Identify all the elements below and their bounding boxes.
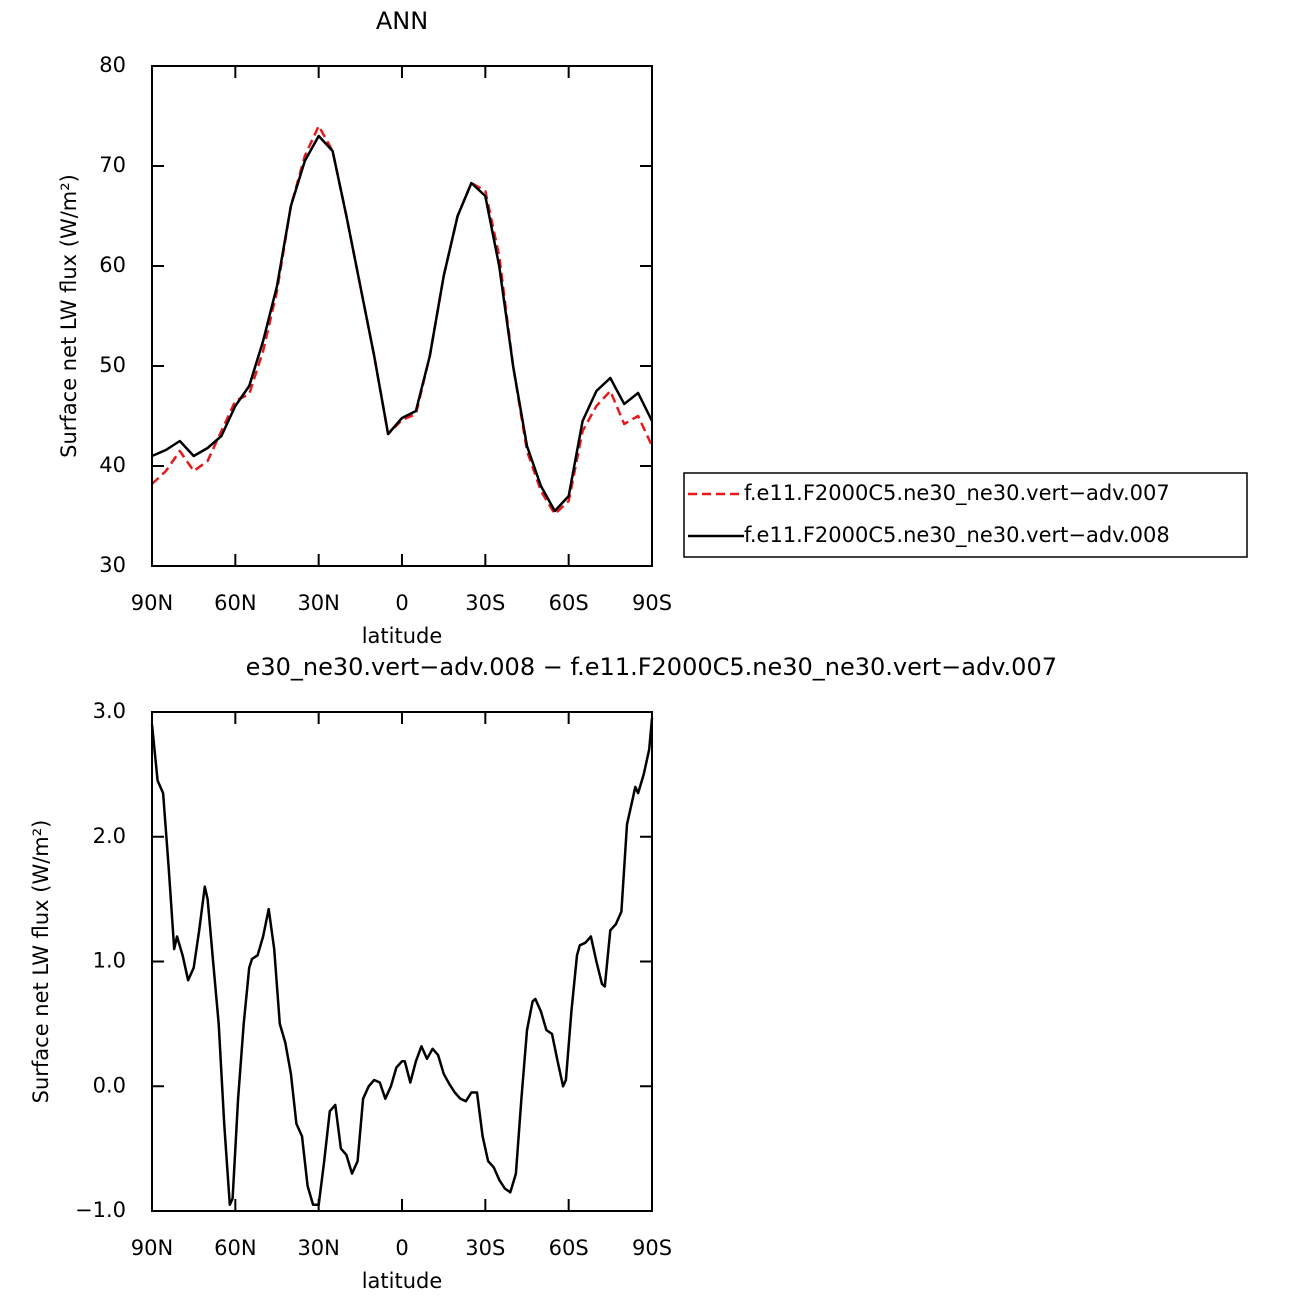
x-tick-label: 30N <box>297 591 339 615</box>
chart-title: ANN <box>376 7 428 35</box>
y-tick-label: 1.0 <box>93 949 126 973</box>
chart-title: e30_ne30.vert−adv.008 − f.e11.F2000C5.ne… <box>246 653 1057 681</box>
y-tick-label: 2.0 <box>93 824 126 848</box>
x-tick-label: 0 <box>395 591 408 615</box>
y-tick-label: −1.0 <box>75 1198 126 1222</box>
x-tick-label: 60S <box>549 1236 589 1260</box>
y-tick-label: 80 <box>99 53 126 77</box>
x-tick-label: 30S <box>465 591 505 615</box>
y-tick-label: 0.0 <box>93 1073 126 1097</box>
data-line <box>151 124 654 516</box>
data-line <box>150 718 654 1207</box>
legend-label: f.e11.F2000C5.ne30_ne30.vert−adv.008 <box>744 523 1170 548</box>
y-axis-label: Surface net LW flux (W/m²) <box>29 820 53 1104</box>
x-tick-label: 90N <box>131 1236 173 1260</box>
y-tick-label: 60 <box>99 253 126 277</box>
x-tick-label: 30S <box>465 1236 505 1260</box>
y-tick-label: 50 <box>99 353 126 377</box>
y-tick-label: 40 <box>99 453 126 477</box>
x-tick-label: 60N <box>214 591 256 615</box>
plot-frame <box>151 711 653 1212</box>
x-tick-label: 60S <box>549 591 589 615</box>
y-axis-label: Surface net LW flux (W/m²) <box>57 174 81 458</box>
plot-frame <box>151 65 653 567</box>
y-tick-label: 30 <box>99 553 126 577</box>
y-tick-label: 70 <box>99 153 126 177</box>
x-tick-label: 90S <box>632 1236 672 1260</box>
x-axis-label: latitude <box>362 1269 443 1293</box>
x-axis-label: latitude <box>362 624 443 648</box>
x-tick-label: 60N <box>214 1236 256 1260</box>
x-tick-label: 30N <box>297 1236 339 1260</box>
y-tick-label: 3.0 <box>93 699 126 723</box>
legend-label: f.e11.F2000C5.ne30_ne30.vert−adv.007 <box>744 481 1170 506</box>
x-tick-label: 0 <box>395 1236 408 1260</box>
legend-box <box>683 472 1248 558</box>
x-tick-label: 90S <box>632 591 672 615</box>
data-line <box>151 134 654 513</box>
x-tick-label: 90N <box>131 591 173 615</box>
